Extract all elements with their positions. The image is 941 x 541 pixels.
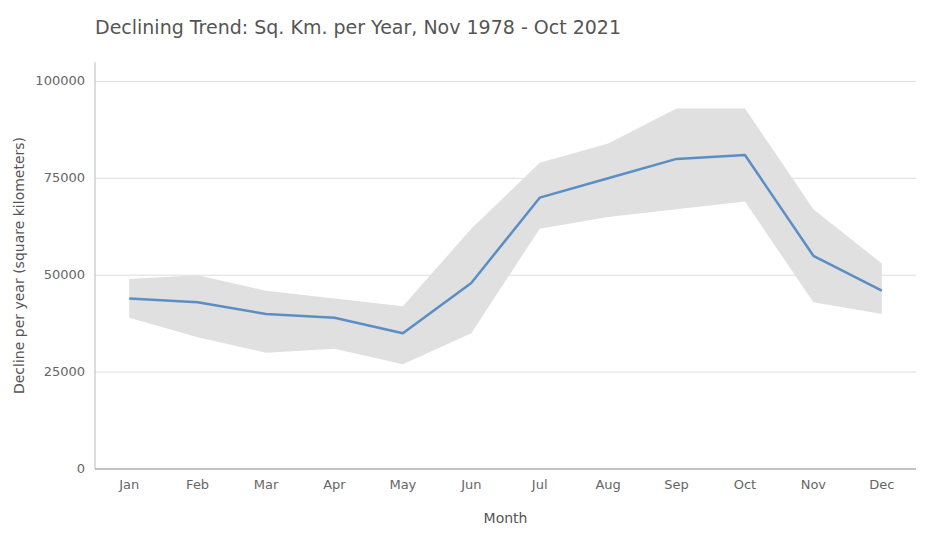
y-tick-label: 75000: [44, 170, 85, 185]
x-tick-label: Jul: [531, 477, 548, 492]
grid-line: [95, 372, 916, 373]
x-tick-label: Feb: [186, 477, 209, 492]
y-tick-label: 50000: [44, 267, 85, 282]
chart-svg: 0 25000 50000 75000 100000 Jan Feb Mar Apr May Jun…: [0, 0, 941, 541]
y-axis: 0 25000 50000 75000 100000: [35, 62, 916, 476]
x-tick-label: Nov: [801, 477, 827, 492]
x-tick-label: May: [389, 477, 416, 492]
x-axis-line: [95, 469, 916, 470]
x-tick-label: Jan: [118, 477, 139, 492]
x-axis: Jan Feb Mar Apr May Jun Jul Aug Sep Oct Nov Dec: [95, 469, 916, 492]
y-axis-title: Decline per year (square kilometers): [11, 137, 27, 394]
chart-container: 0 25000 50000 75000 100000 Jan Feb Mar Apr May Jun…: [0, 0, 941, 541]
x-tick-label: Apr: [323, 477, 346, 492]
chart-title: Declining Trend: Sq. Km. per Year, Nov 1…: [95, 16, 621, 38]
y-tick-label: 25000: [44, 364, 85, 379]
x-tick-label: Mar: [254, 477, 279, 492]
x-tick-label: Dec: [869, 477, 894, 492]
x-tick-label: Sep: [664, 477, 689, 492]
grid-line: [95, 469, 916, 470]
x-tick-label: Oct: [734, 477, 756, 492]
mean-line: [129, 155, 882, 333]
y-axis-line: [95, 62, 96, 469]
x-tick-label: Aug: [595, 477, 620, 492]
x-tick-label: Jun: [460, 477, 481, 492]
grid-line: [95, 178, 916, 179]
y-tick-label: 100000: [35, 73, 85, 88]
confidence-band: [129, 109, 882, 365]
y-tick-label: 0: [77, 461, 85, 476]
grid-line: [95, 81, 916, 82]
page: {"chart_data": {"type": "line", "title":…: [0, 0, 941, 541]
plot-data: [129, 109, 882, 365]
x-axis-title: Month: [484, 510, 528, 526]
